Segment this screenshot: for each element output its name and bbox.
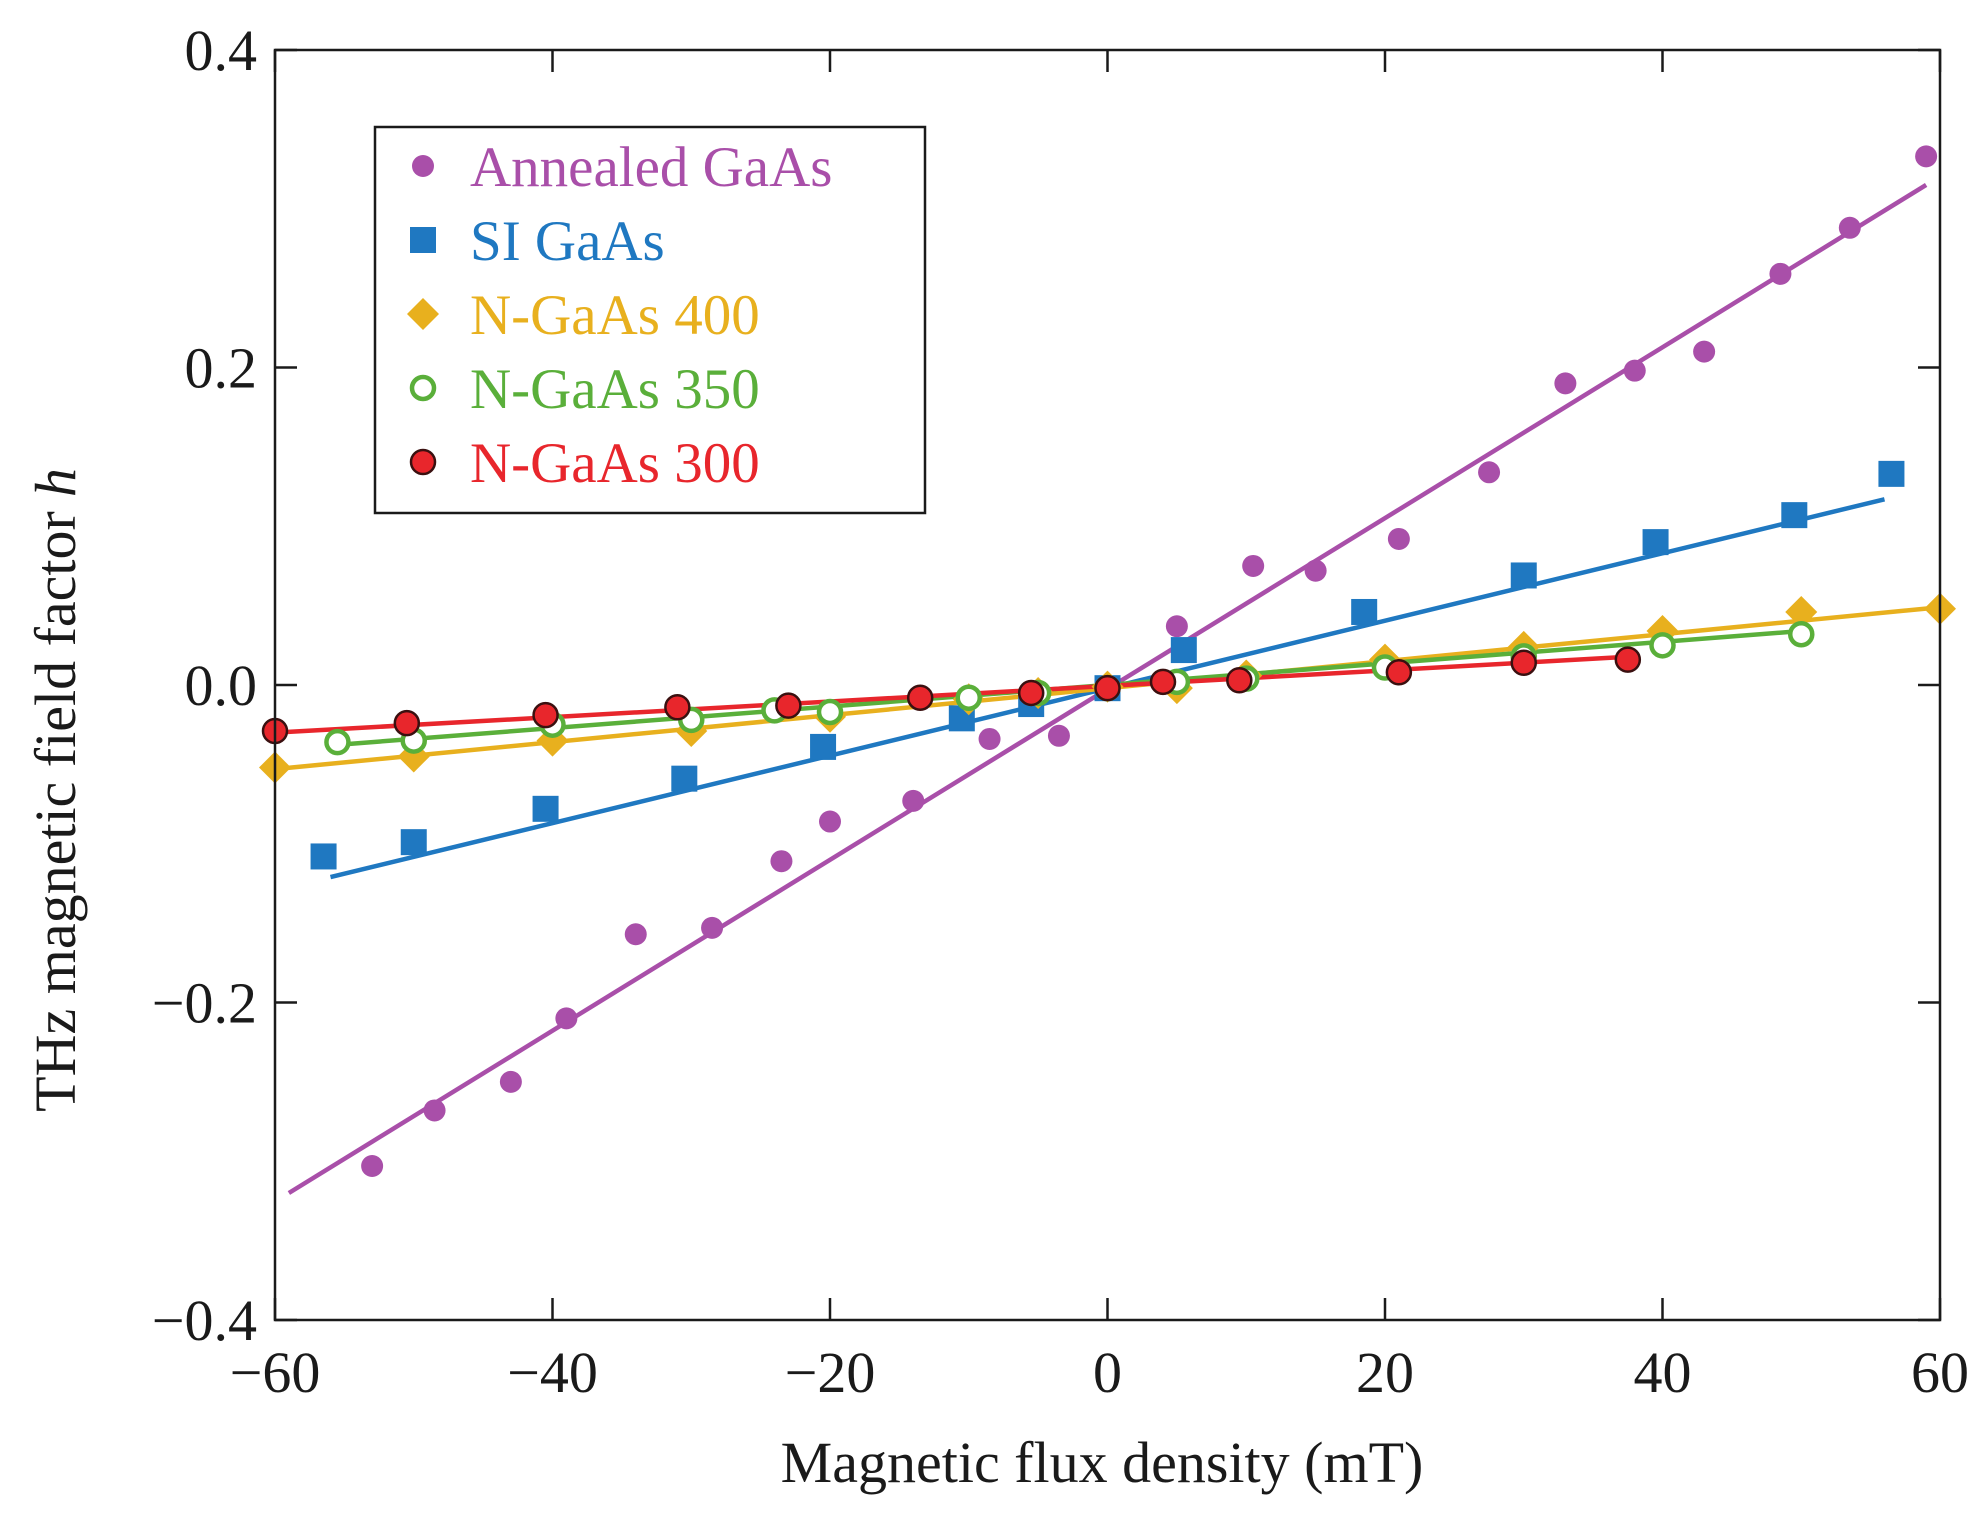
axis-ticks: −60 −40 −20 0 20 40 60 −0.4 −0.2 0.0 0.2 0.4 [152,18,1969,1405]
x-tick-label: 20 [1356,1340,1414,1405]
point-si-gaas [671,765,698,792]
y-axis-title-text: THz magnetic field factor [23,511,88,1112]
point-annealed-gaas [1478,461,1501,484]
point-n-gaas-300 [906,684,934,711]
point-annealed-gaas [1693,340,1716,363]
point-n-gaas-300 [664,693,691,721]
point-si-gaas [310,843,337,870]
point-si-gaas [1878,460,1905,487]
point-si-gaas [1351,598,1378,625]
point-n-gaas-350 [816,698,844,726]
point-si-gaas [1510,562,1537,589]
x-tick-label: 60 [1911,1340,1969,1405]
series-si-gaas [310,460,1905,870]
series-annealed-gaas [361,145,1938,1178]
y-tick-label: −0.4 [152,1288,257,1353]
point-annealed-gaas [555,1007,578,1030]
point-n-gaas-300 [775,692,802,719]
point-n-gaas-350 [955,684,982,711]
point-n-gaas-300 [1094,674,1121,702]
point-annealed-gaas [423,1099,446,1122]
point-si-gaas [532,795,559,822]
plot-frame [273,48,1942,1322]
point-n-gaas-300 [1510,649,1537,677]
y-tick-label: 0.4 [185,18,258,83]
y-tick-label: 0.0 [185,653,258,718]
point-annealed-gaas [978,727,1001,750]
y-tick-label: −0.2 [152,971,257,1036]
point-n-gaas-300 [1226,666,1253,694]
y-tick-label: 0.2 [185,336,258,401]
legend-label-n-gaas-350: N-GaAs 350 [470,358,760,421]
legend-marker-si-gaas [410,227,436,253]
legend-marker-n-gaas-400 [407,298,439,330]
point-si-gaas [400,829,427,856]
x-tick-label: 0 [1093,1340,1122,1405]
point-n-gaas-300 [393,709,421,737]
point-annealed-gaas [1304,559,1327,582]
legend-marker-n-gaas-350 [409,374,437,402]
legend-box [373,125,927,515]
point-n-gaas-300 [1385,659,1413,686]
point-n-gaas-300 [532,701,559,729]
x-tick-label: −20 [785,1340,876,1405]
x-tick-label: −60 [230,1340,321,1405]
x-tick-label: 40 [1634,1340,1692,1405]
point-si-gaas [810,733,837,760]
point-n-gaas-350 [1649,632,1676,659]
y-axis-title: THz magnetic field factor h [23,468,88,1112]
point-annealed-gaas [1047,724,1070,747]
point-annealed-gaas [819,810,841,833]
point-annealed-gaas [361,1155,384,1178]
point-n-gaas-300 [1149,668,1177,696]
x-tick-label: −40 [507,1340,598,1405]
legend-label-annealed-gaas: Annealed GaAs [470,136,832,199]
point-annealed-gaas [701,916,724,939]
point-si-gaas [1781,502,1808,529]
point-si-gaas [1642,529,1669,556]
data-markers [259,145,1956,1178]
point-annealed-gaas [770,850,793,873]
point-n-gaas-300 [1614,646,1642,673]
legend-label-si-gaas: SI GaAs [470,210,665,273]
point-annealed-gaas [1242,554,1265,577]
point-annealed-gaas [1769,262,1792,285]
legend-marker-n-gaas-300 [409,448,437,476]
point-n-gaas-300 [1017,679,1045,707]
point-annealed-gaas [902,789,925,812]
y-axis-title-symbol: h [23,468,88,497]
legend-marker-annealed-gaas [412,155,434,177]
point-annealed-gaas [1838,216,1861,239]
point-si-gaas [1170,637,1197,664]
point-annealed-gaas [624,923,647,946]
legend: Annealed GaAs SI GaAs N-GaAs 400 N-GaAs 350… [373,125,927,515]
point-annealed-gaas [1387,527,1410,550]
point-n-gaas-400 [1785,595,1818,628]
legend-label-n-gaas-400: N-GaAs 400 [470,284,760,347]
legend-label-n-gaas-300: N-GaAs 300 [470,432,760,495]
point-n-gaas-350 [1788,620,1815,648]
legend-items: Annealed GaAs SI GaAs N-GaAs 400 N-GaAs 350… [407,136,832,495]
point-annealed-gaas [1554,372,1577,395]
point-annealed-gaas [1915,145,1938,168]
x-axis-title: Magnetic flux density (mT) [781,1430,1424,1495]
point-annealed-gaas [1165,615,1188,638]
point-annealed-gaas [1623,359,1646,382]
point-n-gaas-350 [324,728,351,756]
point-annealed-gaas [499,1070,522,1093]
